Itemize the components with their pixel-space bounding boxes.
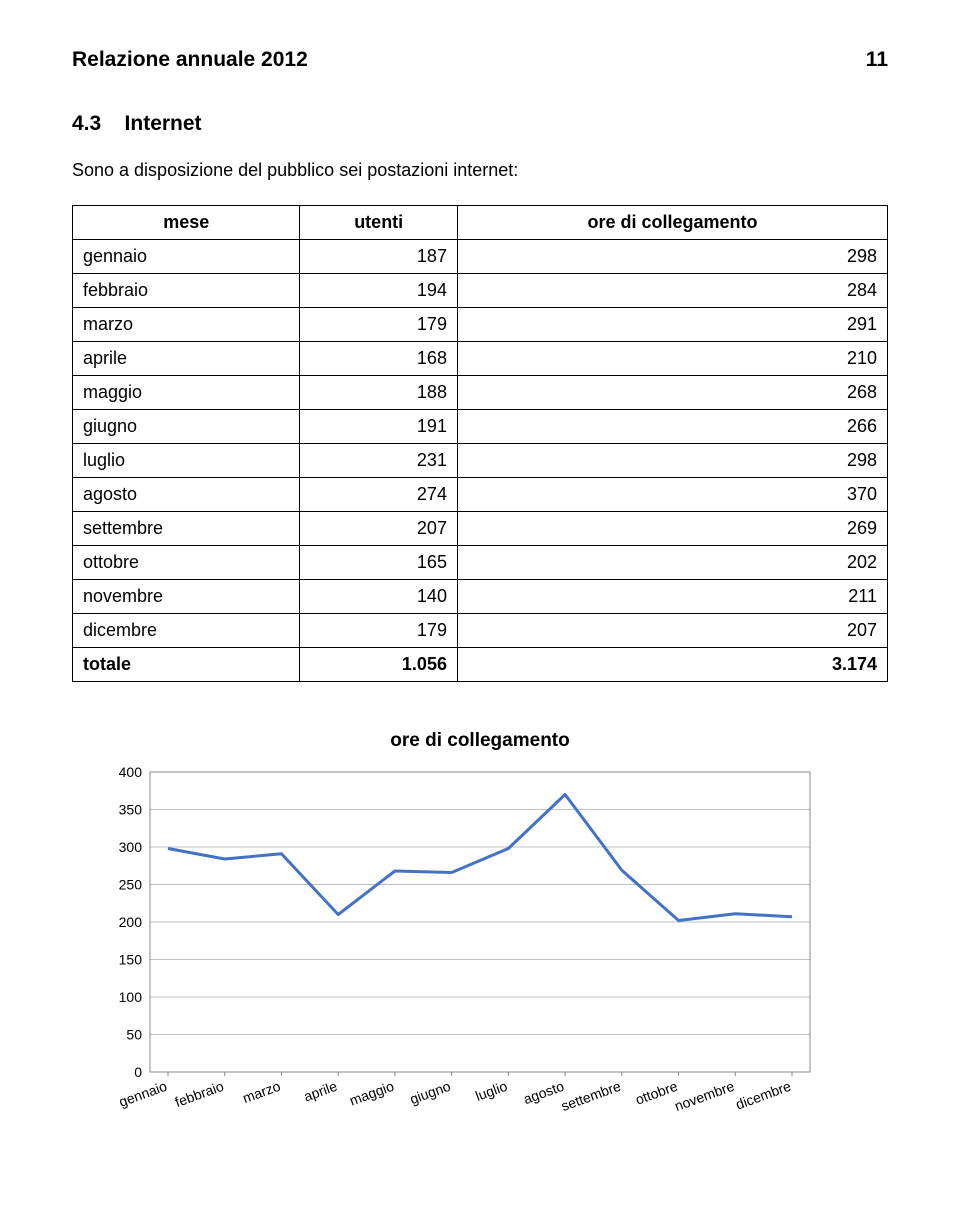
- table-row: febbraio194284: [73, 274, 888, 308]
- svg-text:300: 300: [119, 839, 143, 855]
- svg-text:100: 100: [119, 989, 143, 1005]
- table-cell: luglio: [73, 444, 300, 478]
- table-cell: 179: [300, 614, 458, 648]
- svg-text:350: 350: [119, 802, 143, 818]
- table-row: ottobre165202: [73, 546, 888, 580]
- data-table: mese utenti ore di collegamento gennaio1…: [72, 205, 888, 682]
- svg-text:dicembre: dicembre: [733, 1078, 793, 1113]
- table-cell: 274: [300, 478, 458, 512]
- table-cell: 207: [457, 614, 887, 648]
- table-row: maggio188268: [73, 376, 888, 410]
- page-header: Relazione annuale 2012 11: [72, 48, 888, 72]
- table-row: aprile168210: [73, 342, 888, 376]
- table-row: agosto274370: [73, 478, 888, 512]
- table-cell: 140: [300, 580, 458, 614]
- table-cell: 298: [457, 444, 887, 478]
- table-cell: febbraio: [73, 274, 300, 308]
- table-row: marzo179291: [73, 308, 888, 342]
- table-row: giugno191266: [73, 410, 888, 444]
- svg-text:gennaio: gennaio: [117, 1078, 169, 1110]
- table-cell: giugno: [73, 410, 300, 444]
- table-cell: maggio: [73, 376, 300, 410]
- table-cell: 1.056: [300, 648, 458, 682]
- doc-title: Relazione annuale 2012: [72, 48, 308, 72]
- table-cell: gennaio: [73, 240, 300, 274]
- section-heading: 4.3 Internet: [72, 112, 888, 136]
- svg-text:250: 250: [119, 877, 143, 893]
- table-row: settembre207269: [73, 512, 888, 546]
- table-cell: 210: [457, 342, 887, 376]
- svg-text:400: 400: [119, 764, 143, 780]
- table-cell: 298: [457, 240, 887, 274]
- svg-text:luglio: luglio: [473, 1078, 509, 1104]
- table-cell: aprile: [73, 342, 300, 376]
- page-number: 11: [866, 48, 888, 72]
- svg-text:50: 50: [126, 1027, 142, 1043]
- table-row: gennaio187298: [73, 240, 888, 274]
- table-cell: 187: [300, 240, 458, 274]
- table-total-row: totale1.0563.174: [73, 648, 888, 682]
- chart-container: ore di collegamento 0 50 100 150 200 250 300 35…: [100, 730, 860, 1142]
- table-cell: 207: [300, 512, 458, 546]
- section-number: 4.3: [72, 112, 101, 135]
- table-cell: 268: [457, 376, 887, 410]
- svg-text:novembre: novembre: [672, 1078, 736, 1114]
- table-cell: 191: [300, 410, 458, 444]
- table-cell: 370: [457, 478, 887, 512]
- svg-text:giugno: giugno: [408, 1078, 453, 1107]
- svg-text:200: 200: [119, 914, 143, 930]
- table-cell: 284: [457, 274, 887, 308]
- svg-text:settembre: settembre: [559, 1078, 623, 1114]
- table-cell: 168: [300, 342, 458, 376]
- table-cell: 211: [457, 580, 887, 614]
- table-cell: totale: [73, 648, 300, 682]
- section-title: Internet: [125, 112, 202, 135]
- table-row: dicembre179207: [73, 614, 888, 648]
- table-row: novembre140211: [73, 580, 888, 614]
- table-row: luglio231298: [73, 444, 888, 478]
- table-cell: 179: [300, 308, 458, 342]
- table-cell: ottobre: [73, 546, 300, 580]
- chart-series-line: [168, 795, 792, 921]
- table-cell: settembre: [73, 512, 300, 546]
- table-cell: 194: [300, 274, 458, 308]
- table-header: utenti: [300, 206, 458, 240]
- table-cell: 266: [457, 410, 887, 444]
- table-cell: 165: [300, 546, 458, 580]
- svg-text:febbraio: febbraio: [173, 1078, 226, 1110]
- table-cell: 231: [300, 444, 458, 478]
- section-intro: Sono a disposizione del pubblico sei pos…: [72, 160, 888, 181]
- table-cell: marzo: [73, 308, 300, 342]
- svg-text:0: 0: [134, 1064, 142, 1080]
- table-cell: novembre: [73, 580, 300, 614]
- chart-title: ore di collegamento: [100, 730, 860, 752]
- table-header: mese: [73, 206, 300, 240]
- svg-text:150: 150: [119, 952, 143, 968]
- svg-text:maggio: maggio: [347, 1078, 396, 1109]
- table-header: ore di collegamento: [457, 206, 887, 240]
- line-chart: 0 50 100 150 200 250 300 350 400 gennaiofebbraio m…: [100, 762, 860, 1142]
- svg-text:aprile: aprile: [302, 1078, 340, 1105]
- table-cell: 3.174: [457, 648, 887, 682]
- table-cell: 202: [457, 546, 887, 580]
- chart-svg: 0 50 100 150 200 250 300 350 400 gennaiofebbraio m…: [100, 762, 830, 1142]
- table-cell: 291: [457, 308, 887, 342]
- table-cell: 188: [300, 376, 458, 410]
- table-cell: agosto: [73, 478, 300, 512]
- table-cell: dicembre: [73, 614, 300, 648]
- table-cell: 269: [457, 512, 887, 546]
- svg-text:marzo: marzo: [240, 1078, 282, 1106]
